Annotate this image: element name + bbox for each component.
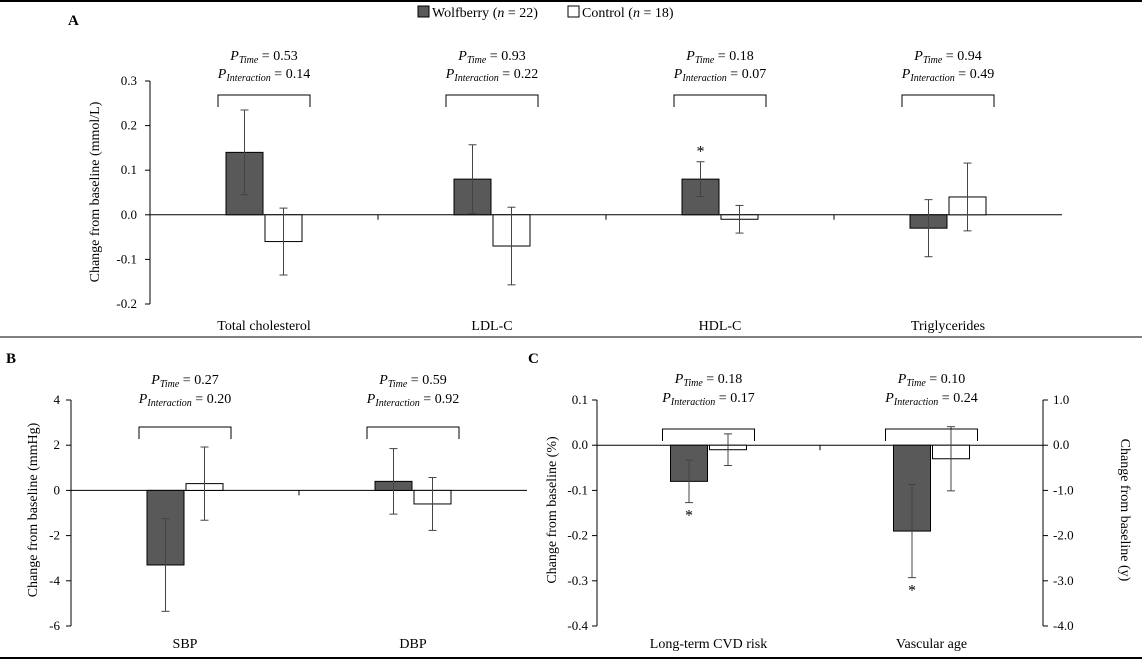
legend-swatch-control — [567, 5, 580, 18]
y-tick-label: 0.3 — [121, 73, 137, 88]
legend: Wolfberry (n = 22) Control (n = 18) — [417, 5, 674, 21]
p-interaction-label: PInteraction = 0.07 — [673, 67, 766, 84]
y-tick-label: 0.0 — [121, 207, 137, 222]
p-time-label: PTime = 0.94 — [913, 49, 981, 66]
y-tick-label: -0.2 — [116, 296, 137, 311]
panel-label-c: C — [528, 351, 539, 367]
category-label: Total cholesterol — [217, 319, 311, 334]
y-axis-title-b: Change from baseline (mmHg) — [26, 422, 41, 597]
p-interaction-label: PInteraction = 0.22 — [445, 67, 538, 84]
y2-tick-label: -2.0 — [1053, 528, 1074, 543]
y-tick-label: 0.1 — [121, 162, 137, 177]
p-time-label: PTime = 0.93 — [457, 49, 525, 66]
y-tick-label: 4 — [54, 392, 61, 407]
significance-mark: * — [685, 508, 693, 525]
y-tick-label: -0.2 — [567, 528, 588, 543]
p-interaction-label: PInteraction = 0.14 — [217, 67, 310, 84]
legend-label-wolfberry: Wolfberry (n = 22) — [432, 6, 538, 21]
category-label: DBP — [399, 637, 426, 652]
y-tick-label: -2 — [49, 528, 60, 543]
legend-label-control: Control (n = 18) — [582, 6, 674, 21]
y2-tick-label: 0.0 — [1053, 437, 1069, 452]
p-time-label: PTime = 0.59 — [378, 373, 446, 390]
p-interaction-label: PInteraction = 0.20 — [138, 392, 231, 409]
y-axis-title-a: Change from baseline (mmol/L) — [88, 101, 103, 282]
p-time-label: PTime = 0.18 — [685, 49, 753, 66]
y-tick-label: -0.1 — [116, 251, 137, 266]
y2-tick-label: 1.0 — [1053, 392, 1069, 407]
y-tick-label: -0.3 — [567, 573, 588, 588]
y-tick-label: 2 — [54, 437, 61, 452]
y-tick-label: 0.0 — [572, 437, 588, 452]
y-tick-label: 0.1 — [572, 392, 588, 407]
p-interaction-label: PInteraction = 0.92 — [366, 392, 459, 409]
y-tick-label: -6 — [49, 618, 60, 633]
p-time-label: PTime = 0.10 — [897, 372, 965, 389]
significance-mark: * — [697, 144, 705, 161]
comparison-bracket — [217, 94, 311, 107]
y-tick-label: -0.1 — [567, 482, 588, 497]
y2-tick-label: -1.0 — [1053, 482, 1074, 497]
category-label: SBP — [173, 637, 198, 652]
comparison-bracket — [138, 426, 232, 439]
p-interaction-label: PInteraction = 0.24 — [884, 391, 977, 408]
comparison-bracket — [366, 426, 460, 439]
legend-swatch-wolfberry — [417, 5, 430, 18]
y-tick-label: 0.2 — [121, 118, 137, 133]
p-time-label: PTime = 0.18 — [674, 372, 742, 389]
comparison-bracket — [885, 428, 978, 441]
category-label: Long-term CVD risk — [650, 637, 767, 652]
y-tick-label: -0.4 — [567, 618, 588, 633]
comparison-bracket — [673, 94, 767, 107]
y-axis-title-c-right: Change from baseline (y) — [1117, 439, 1132, 582]
panel-a: 0.3 0.2 0.1 0.0 -0.1 -0.2 Total cholesterol PTi… — [116, 49, 1062, 334]
p-interaction-label: PInteraction = 0.49 — [901, 67, 994, 84]
category-label: HDL-C — [699, 319, 742, 334]
comparison-bracket — [662, 428, 755, 441]
comparison-bracket — [445, 94, 539, 107]
comparison-bracket — [901, 94, 995, 107]
y-tick-label: 0 — [54, 482, 61, 497]
p-time-label: PTime = 0.27 — [150, 373, 218, 390]
p-time-label: PTime = 0.53 — [229, 49, 297, 66]
y2-tick-label: -4.0 — [1053, 618, 1074, 633]
y-axis-title-c: Change from baseline (%) — [545, 436, 560, 584]
p-interaction-label: PInteraction = 0.17 — [661, 391, 754, 408]
panel-c: 0.1 0.0 -0.1 -0.2 -0.3 -0.4 1.0 0.0 -1.0 -2.0 -3.0… — [567, 372, 1073, 652]
panel-b: 4 2 0 -2 -4 -6 SBP PTime = 0.27 PInteraction = 0… — [49, 373, 527, 652]
significance-mark: * — [908, 583, 916, 600]
category-label: Vascular age — [896, 637, 967, 652]
y2-tick-label: -3.0 — [1053, 573, 1074, 588]
category-label: Triglycerides — [911, 319, 985, 334]
panel-label-b: B — [6, 351, 16, 367]
y-tick-label: -4 — [49, 573, 60, 588]
category-label: LDL-C — [471, 319, 512, 334]
panel-label-a: A — [68, 13, 79, 29]
